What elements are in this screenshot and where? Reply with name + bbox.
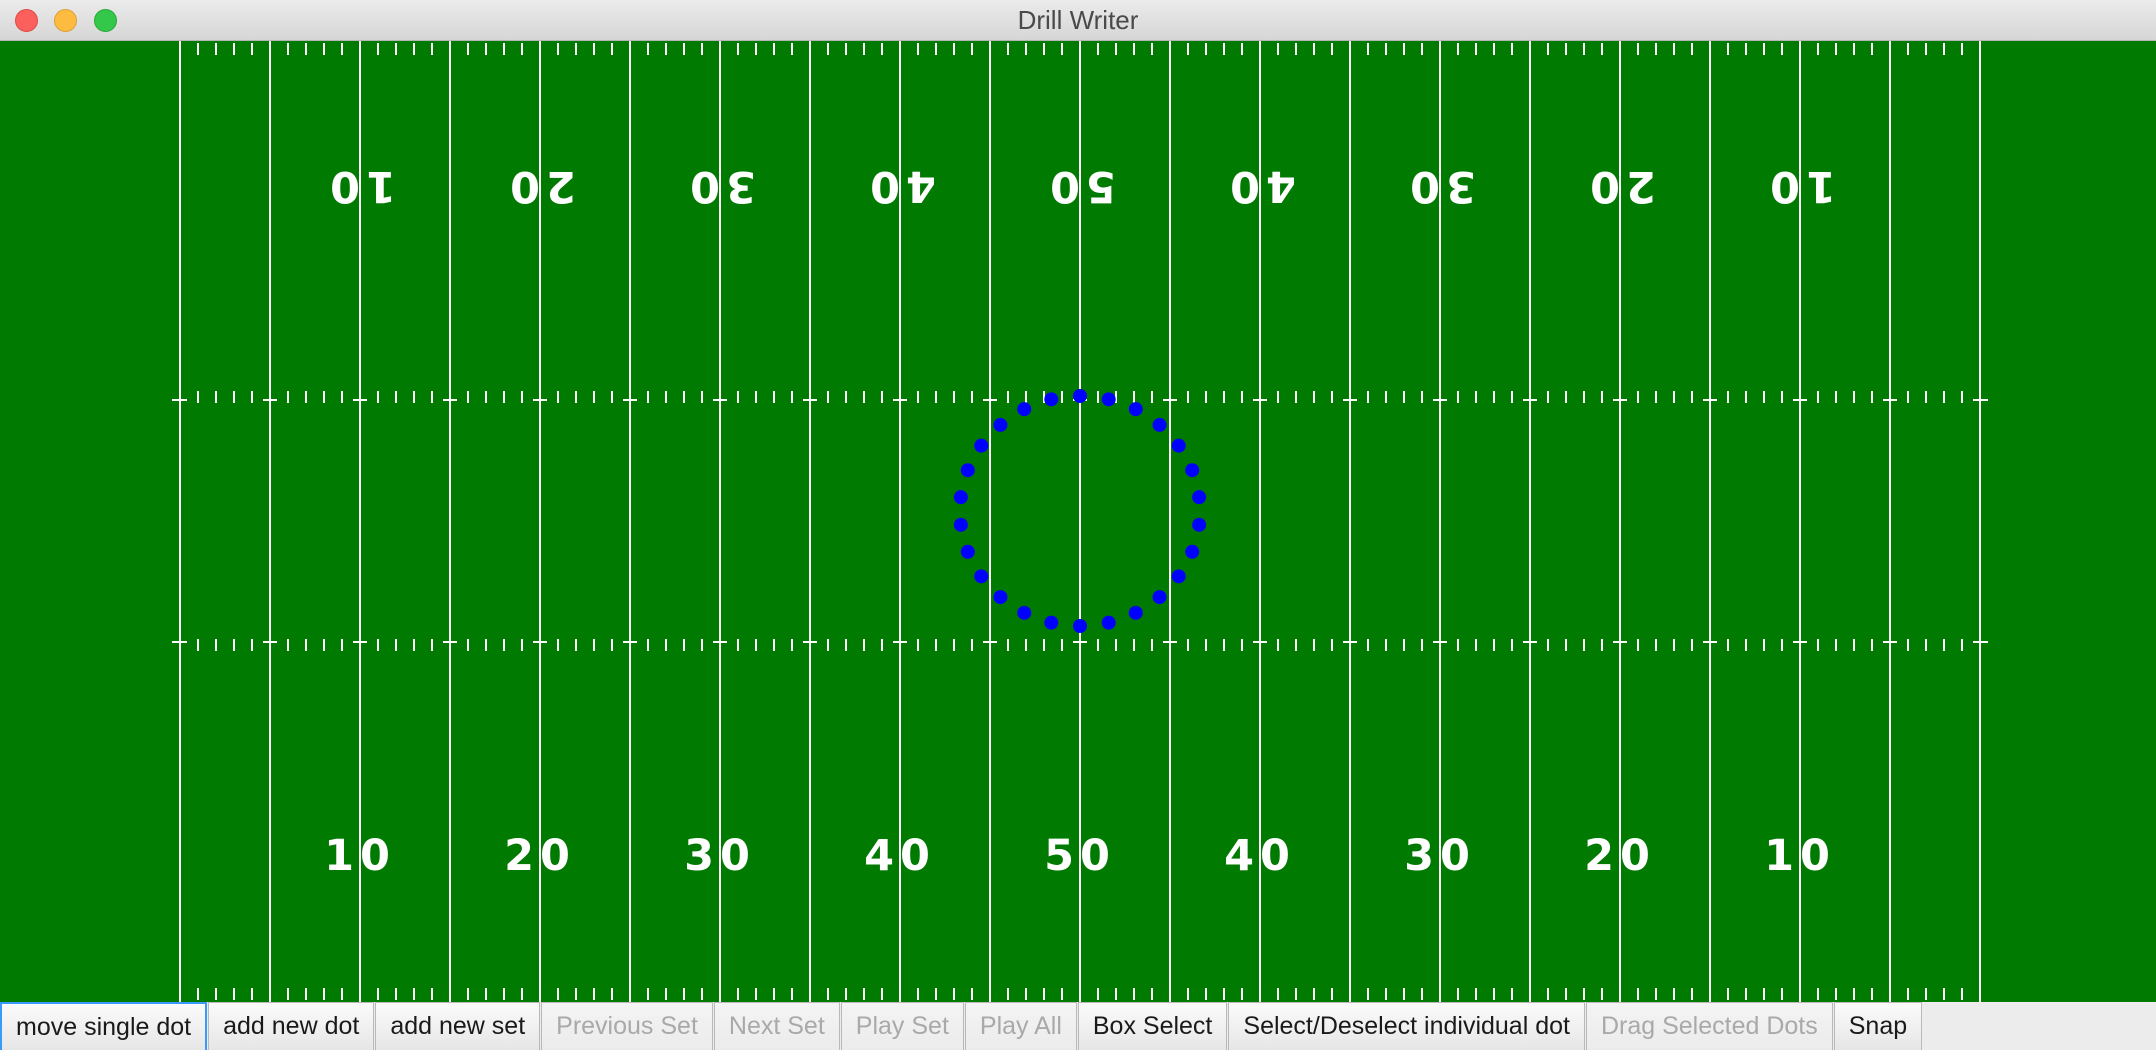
marcher-dot[interactable] xyxy=(1185,544,1200,559)
marcher-dot[interactable] xyxy=(953,517,968,532)
marcher-dot[interactable] xyxy=(1152,417,1167,432)
marcher-dot[interactable] xyxy=(1017,402,1032,417)
marcher-dot[interactable] xyxy=(1044,392,1059,407)
yard-number-bottom: 40 xyxy=(1224,831,1296,881)
marcher-dot[interactable] xyxy=(1192,517,1207,532)
marcher-dot[interactable] xyxy=(960,544,975,559)
marcher-dot[interactable] xyxy=(953,490,968,505)
move-single-dot-button[interactable]: move single dot xyxy=(0,1002,208,1050)
add-new-set-button[interactable]: add new set xyxy=(375,1002,541,1050)
snap-button[interactable]: Snap xyxy=(1833,1002,1923,1050)
marcher-dot[interactable] xyxy=(993,417,1008,432)
yard-number-bottom: 30 xyxy=(684,831,756,881)
marcher-dot[interactable] xyxy=(1192,490,1207,505)
field-lines xyxy=(172,41,1988,1002)
drag-selected-dots-button[interactable]: Drag Selected Dots xyxy=(1585,1002,1833,1050)
football-field[interactable]: 10 20 30 40 50 40 30 20 10 10 20 30 40 50 40 30 20 10 xyxy=(0,41,2156,1002)
marcher-dot[interactable] xyxy=(1101,392,1116,407)
marcher-dot[interactable] xyxy=(993,590,1008,605)
previous-set-button[interactable]: Previous Set xyxy=(541,1002,713,1050)
yard-number-bottom: 30 xyxy=(1404,831,1476,881)
yard-number-bottom: 50 xyxy=(1044,831,1116,881)
marcher-dot[interactable] xyxy=(1073,619,1087,633)
marcher-dot[interactable] xyxy=(1101,615,1116,630)
marcher-dot[interactable] xyxy=(960,463,975,478)
marcher-dot[interactable] xyxy=(1171,438,1186,453)
play-all-button[interactable]: Play All xyxy=(964,1002,1077,1050)
add-new-dot-button[interactable]: add new dot xyxy=(208,1002,375,1050)
marcher-dot[interactable] xyxy=(1171,569,1186,584)
yard-number-bottom: 10 xyxy=(324,831,396,881)
marcher-dot[interactable] xyxy=(1128,402,1143,417)
box-select-button[interactable]: Box Select xyxy=(1077,1002,1228,1050)
yard-number-bottom: 20 xyxy=(504,831,576,881)
yard-number-bottom: 20 xyxy=(1584,831,1656,881)
marcher-dot[interactable] xyxy=(1017,605,1032,620)
marcher-dot[interactable] xyxy=(974,569,989,584)
title-bar: Drill Writer xyxy=(0,0,2156,41)
marcher-dot[interactable] xyxy=(1152,590,1167,605)
yard-number-bottom: 40 xyxy=(864,831,936,881)
marcher-dot[interactable] xyxy=(1128,605,1143,620)
marcher-dot[interactable] xyxy=(1044,615,1059,630)
marcher-dot[interactable] xyxy=(1185,463,1200,478)
maximize-window-button[interactable] xyxy=(94,9,117,32)
select-deselect-individual-dot-button[interactable]: Select/Deselect individual dot xyxy=(1228,1002,1585,1050)
next-set-button[interactable]: Next Set xyxy=(713,1002,840,1050)
window-title: Drill Writer xyxy=(1017,5,1139,35)
marcher-dot[interactable] xyxy=(1073,389,1087,403)
marcher-dots xyxy=(953,389,1207,633)
minimize-window-button[interactable] xyxy=(54,9,77,32)
close-window-button[interactable] xyxy=(15,9,38,32)
marcher-dot[interactable] xyxy=(974,438,989,453)
play-set-button[interactable]: Play Set xyxy=(840,1002,964,1050)
yard-number-bottom: 10 xyxy=(1764,831,1836,881)
toolbar: move single dot add new dot add new set Pre… xyxy=(0,1002,2156,1050)
